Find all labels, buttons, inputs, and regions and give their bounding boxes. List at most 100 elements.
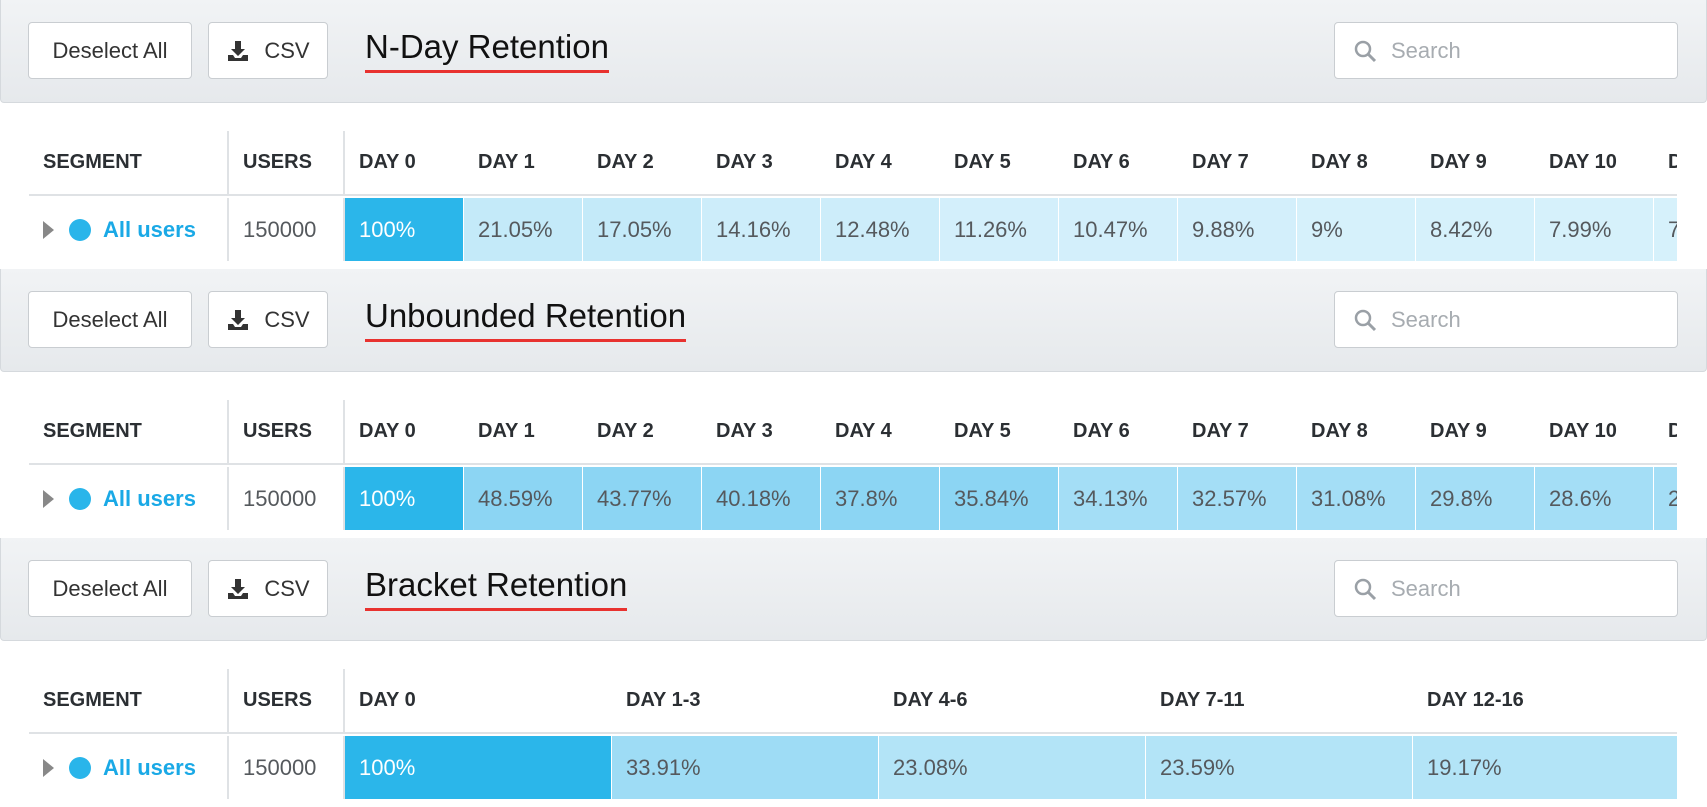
deselect-button[interactable]: Deselect All xyxy=(28,560,192,617)
column-header: SEGMENT xyxy=(29,131,229,196)
toolbar: Deselect All CSV Unbounded Retention Search xyxy=(0,269,1707,372)
column-header: DAY 4 xyxy=(821,400,940,465)
search-box[interactable]: Search xyxy=(1334,560,1678,617)
search-box[interactable]: Search xyxy=(1334,22,1678,79)
retention-cell: 33.91% xyxy=(612,736,879,799)
segment-dot xyxy=(69,487,91,510)
retention-cell: 12.48% xyxy=(821,198,940,261)
deselect-button[interactable]: Deselect All xyxy=(28,291,192,348)
search-placeholder: Search xyxy=(1391,575,1461,601)
retention-cell: 100% xyxy=(345,467,464,530)
column-header: DAY 0 xyxy=(345,400,464,465)
expand-toggle[interactable] xyxy=(43,220,55,239)
panel-title: Unbounded Retention xyxy=(365,297,687,342)
retention-cell: 28.6% xyxy=(1535,467,1654,530)
expand-toggle[interactable] xyxy=(43,489,55,508)
column-header: DAY 7 xyxy=(1178,131,1297,196)
column-header: DAY 0 xyxy=(345,669,612,734)
column-header: DAY 1 xyxy=(464,131,583,196)
column-header: USERS xyxy=(229,669,345,734)
search-box[interactable]: Search xyxy=(1334,291,1678,348)
search-placeholder: Search xyxy=(1391,37,1461,63)
button-label: Deselect All xyxy=(52,306,168,332)
column-header: SEGMENT xyxy=(29,669,229,734)
column-header: DAY 10 xyxy=(1535,131,1654,196)
retention-panel: Deselect All CSV Bracket Retention Search SE… xyxy=(0,538,1707,807)
column-header: DAY 12-16 xyxy=(1413,669,1677,734)
retention-cell: 23.59% xyxy=(1146,736,1413,799)
retention-cell: 37.8% xyxy=(821,467,940,530)
segment-name[interactable]: All users xyxy=(103,485,196,511)
segment-dot xyxy=(69,218,91,241)
retention-table: SEGMENT USERS DAY 0 DAY 1 DAY 2 DAY 3 DAY 4 DAY… xyxy=(29,400,1677,538)
download-icon xyxy=(228,40,249,61)
panel-title: N-Day Retention xyxy=(365,28,609,73)
segment-dot xyxy=(69,756,91,779)
csv-button[interactable]: CSV xyxy=(208,560,328,617)
column-header: DAY 5 xyxy=(940,131,1059,196)
retention-cell: 100% xyxy=(345,736,612,799)
column-header: DAY 3 xyxy=(702,400,821,465)
retention-cell: 23.08% xyxy=(879,736,1146,799)
column-header: D xyxy=(1654,131,1677,196)
retention-cell: 8.42% xyxy=(1416,198,1535,261)
retention-cell: 31.08% xyxy=(1297,467,1416,530)
expand-toggle[interactable] xyxy=(43,758,55,777)
column-header: DAY 9 xyxy=(1416,400,1535,465)
segment-cell: All users xyxy=(29,198,229,261)
download-icon xyxy=(228,309,249,330)
users-cell: 150000 xyxy=(229,467,345,530)
column-header: DAY 10 xyxy=(1535,400,1654,465)
button-label: CSV xyxy=(264,37,310,63)
column-header: DAY 8 xyxy=(1297,131,1416,196)
retention-cell: 2 xyxy=(1654,467,1677,530)
toolbar: Deselect All CSV Bracket Retention Search xyxy=(0,538,1707,641)
column-header: USERS xyxy=(229,131,345,196)
column-header: DAY 7 xyxy=(1178,400,1297,465)
column-header: DAY 6 xyxy=(1059,400,1178,465)
segment-cell: All users xyxy=(29,736,229,799)
csv-button[interactable]: CSV xyxy=(208,22,328,79)
button-label: CSV xyxy=(264,306,310,332)
column-header: DAY 1 xyxy=(464,400,583,465)
retention-table: SEGMENT USERS DAY 0 DAY 1-3 DAY 4-6 DAY 7-11 D… xyxy=(29,669,1677,807)
retention-cell: 100% xyxy=(345,198,464,261)
search-icon xyxy=(1354,40,1377,62)
retention-cell: 29.8% xyxy=(1416,467,1535,530)
deselect-button[interactable]: Deselect All xyxy=(28,22,192,79)
button-label: CSV xyxy=(264,575,310,601)
retention-panel: Deselect All CSV N-Day Retention Search SEGM… xyxy=(0,0,1707,269)
column-header: USERS xyxy=(229,400,345,465)
column-header: DAY 6 xyxy=(1059,131,1178,196)
column-header: SEGMENT xyxy=(29,400,229,465)
button-label: Deselect All xyxy=(52,575,168,601)
retention-cell: 7.99% xyxy=(1535,198,1654,261)
search-icon xyxy=(1354,309,1377,331)
download-icon xyxy=(228,578,249,599)
retention-cell: 40.18% xyxy=(702,467,821,530)
column-header: DAY 3 xyxy=(702,131,821,196)
search-icon xyxy=(1354,578,1377,600)
panel-title: Bracket Retention xyxy=(365,566,628,611)
column-header: DAY 5 xyxy=(940,400,1059,465)
retention-table: SEGMENT USERS DAY 0 DAY 1 DAY 2 DAY 3 DAY 4 DAY… xyxy=(29,131,1677,269)
button-label: Deselect All xyxy=(52,37,168,63)
column-header: DAY 2 xyxy=(583,400,702,465)
retention-cell: 17.05% xyxy=(583,198,702,261)
csv-button[interactable]: CSV xyxy=(208,291,328,348)
retention-cell: 34.13% xyxy=(1059,467,1178,530)
segment-name[interactable]: All users xyxy=(103,216,196,242)
segment-name[interactable]: All users xyxy=(103,754,196,780)
column-header: DAY 7-11 xyxy=(1146,669,1413,734)
column-header: DAY 4 xyxy=(821,131,940,196)
column-header: DAY 0 xyxy=(345,131,464,196)
users-cell: 150000 xyxy=(229,198,345,261)
retention-cell: 21.05% xyxy=(464,198,583,261)
retention-cell: 35.84% xyxy=(940,467,1059,530)
users-cell: 150000 xyxy=(229,736,345,799)
column-header: DAY 9 xyxy=(1416,131,1535,196)
column-header: DAY 2 xyxy=(583,131,702,196)
column-header: DAY 8 xyxy=(1297,400,1416,465)
toolbar: Deselect All CSV N-Day Retention Search xyxy=(0,0,1707,103)
retention-cell: 43.77% xyxy=(583,467,702,530)
